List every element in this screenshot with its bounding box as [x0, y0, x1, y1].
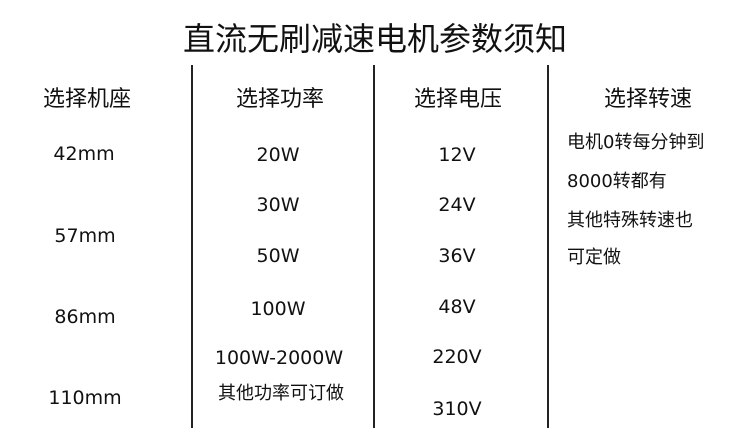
- header-voltage: 选择电压: [413, 87, 503, 112]
- voltage-item: 36V: [438, 245, 476, 267]
- speed-text-line: 可定做: [567, 247, 621, 268]
- speed-text-line: 其他特殊转速也: [567, 210, 693, 231]
- voltage-item: 220V: [432, 346, 482, 368]
- column-divider: [191, 65, 193, 428]
- frame-size-item: 86mm: [54, 306, 116, 328]
- power-item: 100W-2000W: [214, 347, 344, 369]
- header-frame-size: 选择机座: [42, 87, 132, 112]
- page-title: 直流无刷减速电机参数须知: [182, 20, 568, 58]
- frame-size-item: 57mm: [54, 225, 116, 247]
- speed-text-line: 电机0转每分钟到: [567, 132, 705, 153]
- column-divider: [547, 65, 549, 428]
- header-speed: 选择转速: [603, 87, 693, 112]
- voltage-item: 24V: [438, 194, 476, 216]
- voltage-item: 48V: [438, 296, 476, 318]
- power-item: 30W: [256, 194, 300, 216]
- voltage-item: 310V: [432, 398, 482, 420]
- header-power: 选择功率: [235, 87, 325, 112]
- power-item: 50W: [256, 245, 300, 267]
- power-item: 其他功率可订做: [218, 383, 344, 404]
- frame-size-item: 42mm: [53, 143, 115, 165]
- speed-text-line: 8000转都有: [567, 171, 667, 192]
- power-item: 20W: [256, 144, 300, 166]
- column-divider: [373, 65, 375, 428]
- frame-size-item: 110mm: [48, 387, 122, 409]
- voltage-item: 12V: [438, 144, 476, 166]
- power-item: 100W: [250, 298, 306, 320]
